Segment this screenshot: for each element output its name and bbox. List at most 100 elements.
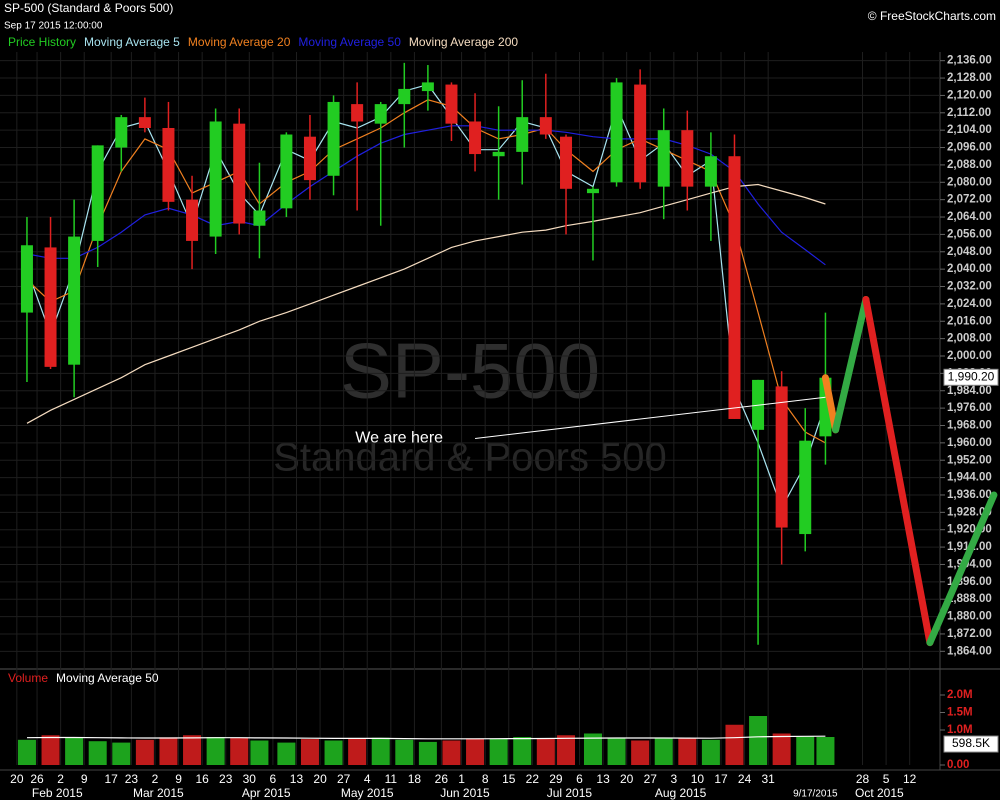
volume-bar	[796, 736, 815, 765]
projection-line	[832, 296, 870, 434]
y-tick-label: 1,888.00	[947, 593, 992, 605]
y-tick-label: 2,112.00	[947, 107, 991, 119]
last-value-box	[943, 735, 999, 753]
candle-body	[516, 117, 529, 152]
volume-bar	[324, 740, 343, 765]
projection-line	[926, 491, 998, 647]
candle-body	[445, 84, 458, 124]
y-tick-label: 2.0M	[947, 689, 973, 701]
candle-body	[374, 104, 387, 124]
x-month-label: May 2015	[341, 786, 394, 800]
y-tick-label: 2,080.00	[947, 176, 992, 188]
y-tick-label: 1,952.00	[947, 454, 992, 466]
candle-body	[398, 88, 411, 105]
volume-bar	[300, 739, 319, 765]
volume-bar	[583, 733, 602, 765]
candle-body	[186, 199, 199, 241]
volume-bar	[816, 737, 835, 765]
x-tick-label: 26	[435, 772, 449, 786]
x-tick-label: 24	[738, 772, 752, 786]
y-tick-label: 1,944.00	[947, 472, 992, 484]
y-tick-label: 1,928.00	[947, 506, 992, 518]
candle-body	[610, 82, 623, 183]
x-tick-label: 6	[270, 772, 277, 786]
x-tick-label: 13	[596, 772, 610, 786]
source: © FreeStockCharts.com	[868, 9, 996, 23]
volume-bar	[654, 737, 673, 765]
x-tick-label: 2	[152, 772, 159, 786]
y-tick-label: 2,064.00	[947, 211, 992, 223]
x-tick-label: 3	[670, 772, 677, 786]
candle-body	[253, 210, 266, 226]
volume-bar	[277, 742, 296, 765]
volume-bar	[489, 738, 508, 765]
last-value-box	[943, 368, 999, 386]
y-tick-label: 1,976.00	[947, 402, 992, 414]
volume-bar	[206, 737, 225, 765]
y-tick-label: 2,120.00	[947, 89, 992, 101]
volume-bar	[183, 735, 202, 765]
volume-bar	[442, 740, 461, 765]
legend-entry: Moving Average 20	[188, 35, 291, 49]
y-tick-label: 2,008.00	[947, 333, 992, 345]
y-tick-label: 1.5M	[947, 707, 973, 719]
y-tick-label: 2,128.00	[947, 72, 992, 84]
x-tick-label: 20	[620, 772, 634, 786]
y-tick-label: 1,864.00	[947, 645, 992, 657]
candle-body	[115, 117, 128, 148]
y-tick-label: 1.0M	[947, 724, 973, 736]
x-tick-label: 22	[526, 772, 540, 786]
x-tick-label: 23	[219, 772, 233, 786]
x-tick-label: 17	[714, 772, 728, 786]
y-tick-label: 1,984.00	[947, 385, 992, 397]
x-tick-label: 20	[313, 772, 327, 786]
candle-body	[68, 236, 81, 365]
ma-line	[26, 125, 826, 266]
volume-bar	[65, 737, 84, 765]
x-tick-label: 10	[691, 772, 705, 786]
y-tick-label: 2,040.00	[947, 263, 992, 275]
candle-body	[162, 128, 175, 202]
y-tick-label: 1,880.00	[947, 611, 992, 623]
candle-body	[560, 136, 573, 189]
x-tick-label: 27	[644, 772, 658, 786]
volume-bar	[701, 739, 720, 765]
volume-bar	[135, 739, 154, 765]
y-tick-label: 1,968.00	[947, 420, 992, 432]
legend-entry: Moving Average 50	[298, 35, 401, 49]
x-tick-label: 9	[175, 772, 182, 786]
x-month-label: Apr 2015	[242, 786, 291, 800]
y-tick-label: 2,016.00	[947, 315, 992, 327]
x-tick-label: 17	[105, 772, 119, 786]
x-tick-label: 15	[502, 772, 516, 786]
x-month-label: Feb 2015	[32, 786, 83, 800]
volume-bar	[536, 738, 555, 765]
x-tick-label: 23	[125, 772, 139, 786]
candle-body	[728, 156, 741, 419]
volume-bar	[749, 716, 768, 765]
x-tick-label: 30	[243, 772, 257, 786]
x-tick-label: 11	[385, 772, 398, 786]
y-tick-label: 2,104.00	[947, 124, 992, 136]
chart-title: SP-500 (Standard & Poors 500)	[4, 1, 173, 15]
projection-line	[821, 374, 840, 434]
x-tick-label: 27	[337, 772, 351, 786]
x-month-label: Mar 2015	[133, 786, 184, 800]
volume-bar	[348, 738, 367, 765]
y-tick-label: 2,048.00	[947, 246, 992, 258]
y-tick-label: 1,904.00	[947, 558, 992, 570]
x-month-label: Oct 2015	[855, 786, 904, 800]
last-value-label: 1,990.20	[948, 369, 995, 383]
annotation-text: We are here	[355, 430, 443, 447]
x-tick-label: 8	[482, 772, 489, 786]
candle-body	[20, 245, 33, 313]
y-tick-label: 1,936.00	[947, 489, 992, 501]
candle-body	[681, 130, 694, 187]
x-tick-label: 13	[290, 772, 304, 786]
watermark: Standard & Poors 500	[273, 436, 667, 480]
volume-bar	[513, 737, 532, 765]
candle-body	[280, 134, 293, 209]
y-tick-label: 2,136.00	[947, 55, 992, 67]
volume-bar	[112, 742, 131, 765]
